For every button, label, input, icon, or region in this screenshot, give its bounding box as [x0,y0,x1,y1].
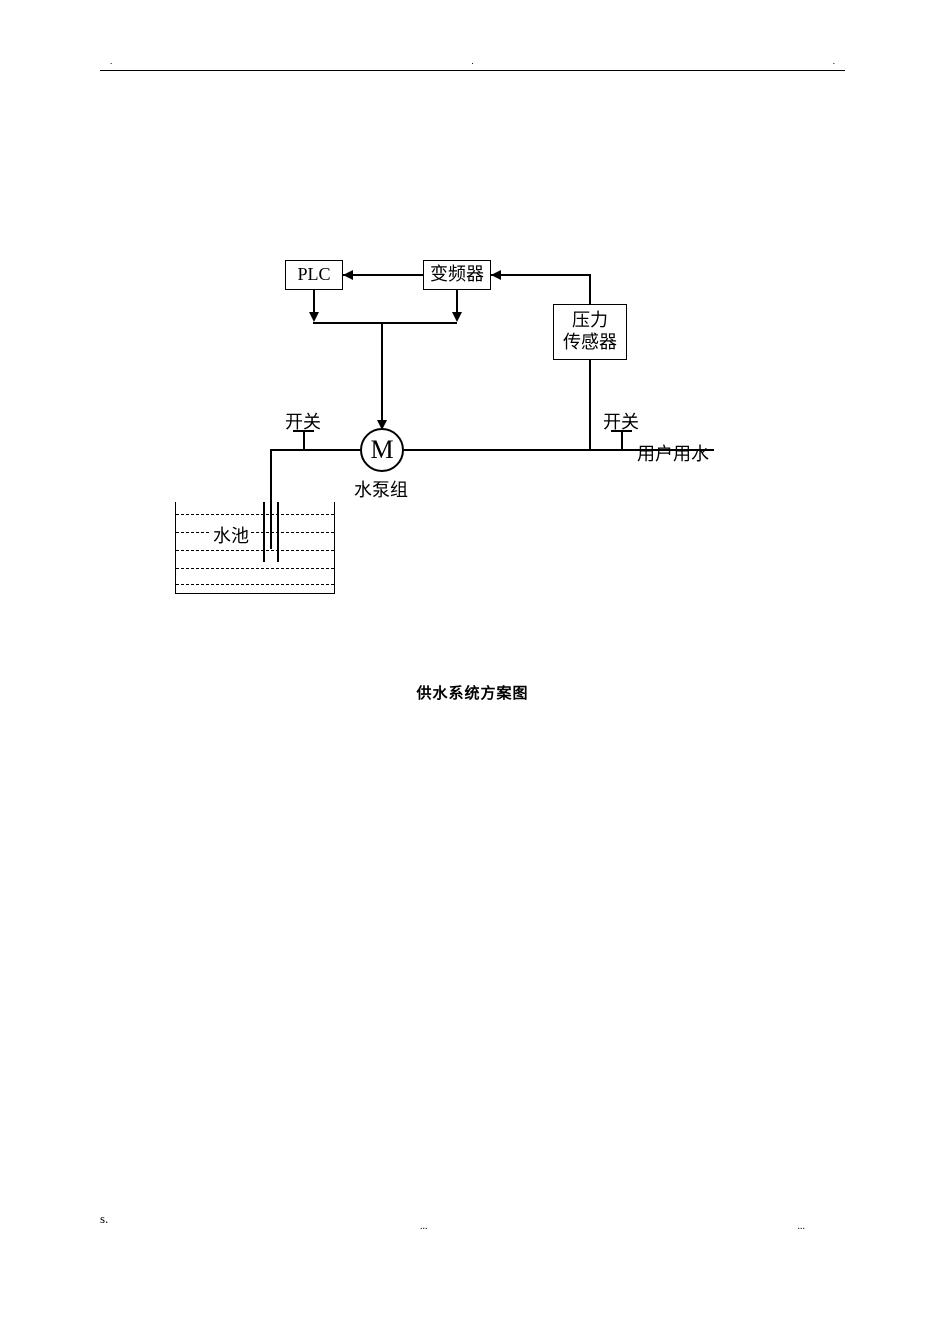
edge-join-h [313,322,457,324]
edge-inverter-plc [343,274,423,276]
edge-sensor-up [589,274,591,304]
pump-group-label: 水泵组 [354,476,408,502]
motor-symbol: M [360,428,404,472]
user-water-label: 用户用水 [637,440,709,466]
inverter-box: 变频器 [423,260,491,290]
edge-to-motor [381,322,383,422]
pipe-in-tank-1 [263,502,265,562]
inverter-label: 变频器 [430,264,484,286]
edge-plc-down [313,290,315,314]
edge-sensor-left [491,274,590,276]
arrow-plc-down [309,312,319,322]
motor-label: M [370,435,393,465]
water-supply-diagram: PLC 变频器 压力 传感器 M 水泵组 开关 开关 用户用水 [175,260,725,620]
sensor-label-1: 压力 [572,310,608,332]
footer-mark: s. [100,1211,108,1227]
tank-label: 水池 [211,522,251,548]
arrow-sensor-inverter [491,270,501,280]
pressure-sensor-box: 压力 传感器 [553,304,627,360]
plc-label: PLC [297,264,330,286]
plc-box: PLC [285,260,343,290]
edge-inverter-down [456,290,458,314]
figure-caption: 供水系统方案图 [0,682,945,703]
pipe-in-tank-2 [277,502,279,562]
header-marks: . . . [110,56,835,66]
arrow-inverter-down [452,312,462,322]
switch-left-label: 开关 [285,408,321,434]
page-top-rule [100,70,845,71]
arrow-inverter-plc [343,270,353,280]
sensor-label-2: 传感器 [563,332,617,354]
pipe-left-h [270,449,360,451]
water-tank [175,502,335,594]
switch-right-label: 开关 [603,408,639,434]
pipe-to-sensor [589,360,591,449]
footer-marks: ... ... [420,1221,805,1232]
